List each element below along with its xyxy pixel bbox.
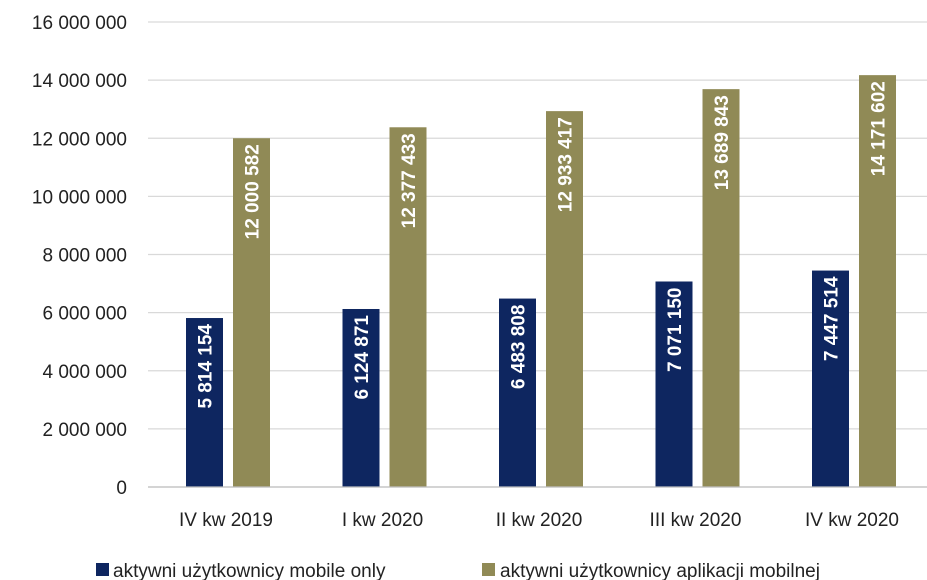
legend-swatch [482,563,495,576]
bar-mobile-app [389,127,427,487]
y-tick-label: 14 000 000 [32,71,127,92]
bars: 5 814 154 12 000 582 6 124 871 12 377 433 6 … [186,75,896,488]
y-tick-label: 16 000 000 [32,13,127,34]
bar-mobile-only [655,281,693,487]
bar-value-label: 6 483 808 [509,305,530,390]
y-tick-label: 10 000 000 [32,187,127,208]
legend-label: aktywni użytkownicy aplikacji mobilnej [500,561,820,580]
legend-swatch [96,563,109,576]
legend: aktywni użytkownicy mobile only aktywni u… [96,561,820,580]
bar-value-label: 12 933 417 [556,117,577,212]
x-tick-label: II kw 2020 [496,510,583,531]
bar-mobile-app [859,75,896,487]
x-axis: IV kw 2019 I kw 2020 II kw 2020 III kw 2020… [148,486,927,531]
legend-label: aktywni użytkownicy mobile only [113,561,386,580]
y-tick-label: 0 [116,478,127,499]
bar-value-label: 13 689 843 [712,95,733,190]
bar-mobile-only [186,318,223,487]
y-tick-label: 4 000 000 [42,362,127,383]
bar-value-label: 7 447 514 [822,276,843,361]
gridlines [148,21,927,488]
bar-mobile-app [546,111,583,488]
bar-value-label: 7 071 150 [665,287,686,372]
bar-mobile-app [702,89,740,487]
bar-mobile-only [342,308,380,487]
x-tick-label: III kw 2020 [650,510,742,531]
bar-value-label: 5 814 154 [196,324,217,409]
bar-value-label: 6 124 871 [352,315,373,400]
y-tick-label: 8 000 000 [42,246,127,267]
y-tick-label: 6 000 000 [42,304,127,325]
bar-mobile-only [499,298,536,487]
x-tick-label: I kw 2020 [342,510,423,531]
bar-mobile-only [812,270,849,487]
bar-value-label: 12 377 433 [399,133,420,228]
bar-value-label: 14 171 602 [869,81,890,176]
x-tick-label: IV kw 2019 [179,510,273,531]
y-tick-label: 2 000 000 [42,420,127,441]
y-axis: 0 2 000 000 4 000 000 6 000 000 8 000 000 10 … [32,13,127,499]
bar-mobile-app [233,138,270,487]
bar-value-label: 12 000 582 [242,144,263,239]
y-tick-label: 12 000 000 [32,129,127,150]
x-tick-label: IV kw 2020 [805,510,899,531]
